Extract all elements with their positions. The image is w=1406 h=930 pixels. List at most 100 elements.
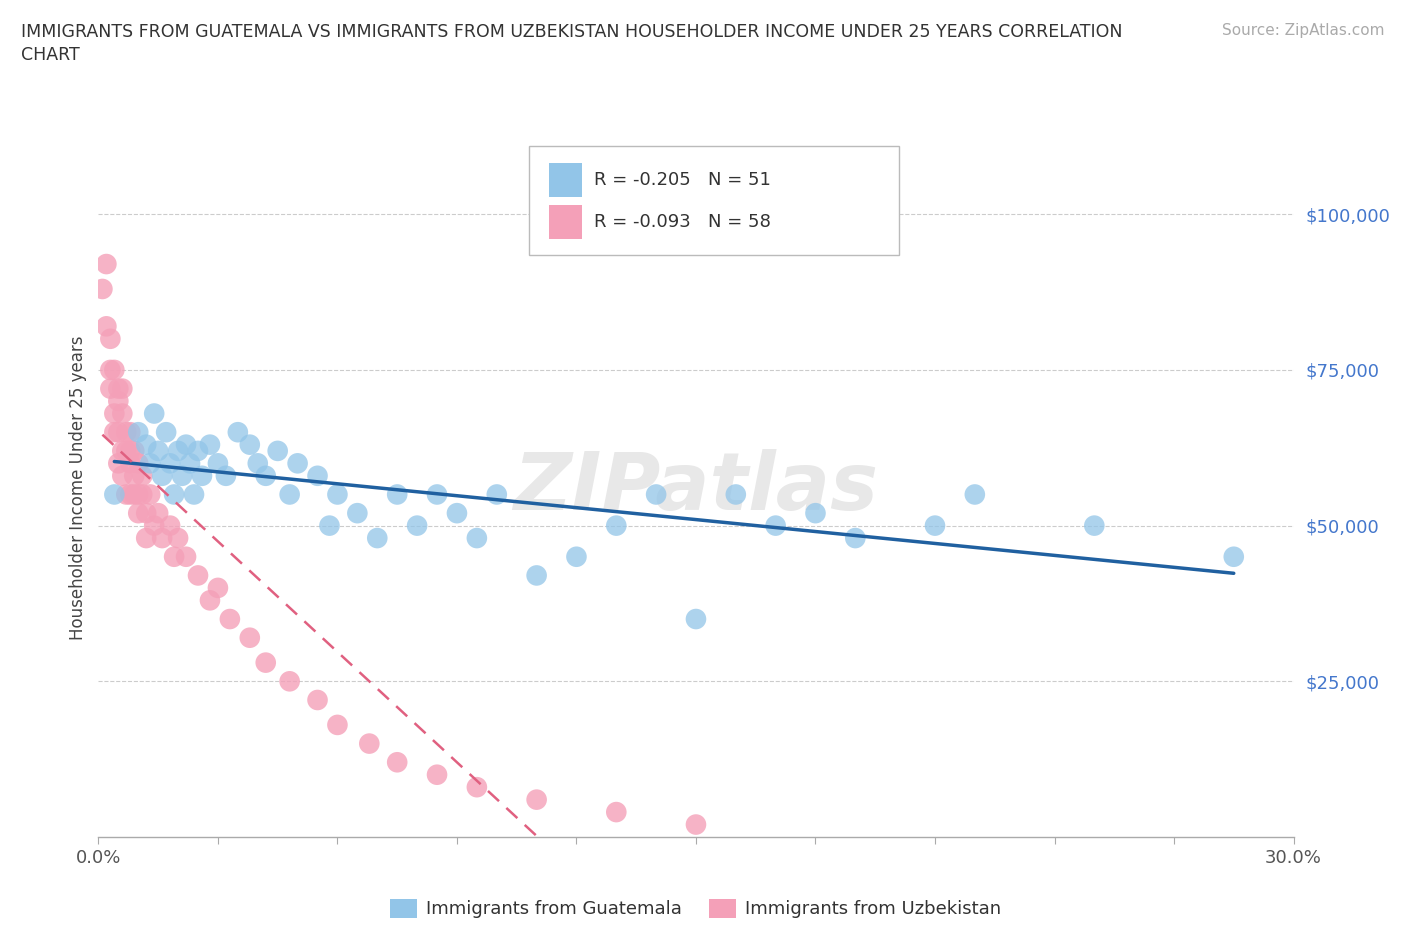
Point bbox=[96, 319, 118, 334]
Point bbox=[526, 568, 548, 583]
Point bbox=[124, 469, 146, 484]
Point bbox=[148, 444, 170, 458]
Point bbox=[120, 444, 142, 458]
Point bbox=[183, 487, 205, 502]
Point bbox=[127, 506, 149, 521]
Point bbox=[267, 444, 290, 458]
FancyBboxPatch shape bbox=[529, 147, 900, 255]
Point bbox=[685, 612, 707, 627]
FancyBboxPatch shape bbox=[548, 164, 582, 197]
Point bbox=[724, 487, 747, 502]
Point bbox=[685, 817, 707, 832]
Point bbox=[115, 487, 138, 502]
Point bbox=[844, 531, 866, 546]
Point bbox=[120, 425, 142, 440]
Point bbox=[98, 363, 122, 378]
Point bbox=[135, 531, 157, 546]
Point bbox=[924, 518, 946, 533]
Point bbox=[287, 456, 309, 471]
Point bbox=[148, 506, 170, 521]
Point bbox=[111, 469, 134, 484]
Point bbox=[167, 531, 190, 546]
Point bbox=[465, 531, 488, 546]
Point bbox=[163, 487, 186, 502]
Point bbox=[124, 444, 146, 458]
Point bbox=[111, 444, 134, 458]
Point bbox=[254, 655, 277, 670]
Point bbox=[1083, 518, 1105, 533]
Point bbox=[645, 487, 668, 502]
Point bbox=[765, 518, 787, 533]
Point bbox=[366, 531, 388, 546]
Point bbox=[239, 437, 262, 452]
Point bbox=[107, 456, 129, 471]
Point bbox=[135, 506, 157, 521]
Point bbox=[326, 487, 349, 502]
Point bbox=[605, 804, 627, 819]
Point bbox=[111, 406, 134, 421]
Point bbox=[246, 456, 269, 471]
Text: IMMIGRANTS FROM GUATEMALA VS IMMIGRANTS FROM UZBEKISTAN HOUSEHOLDER INCOME UNDER: IMMIGRANTS FROM GUATEMALA VS IMMIGRANTS … bbox=[21, 23, 1122, 41]
Point bbox=[120, 487, 142, 502]
Point bbox=[187, 444, 209, 458]
Point bbox=[107, 381, 129, 396]
Point bbox=[465, 779, 488, 794]
Legend: Immigrants from Guatemala, Immigrants from Uzbekistan: Immigrants from Guatemala, Immigrants fr… bbox=[382, 892, 1010, 925]
Point bbox=[111, 381, 134, 396]
Point bbox=[385, 755, 409, 770]
Point bbox=[191, 469, 214, 484]
Point bbox=[103, 363, 125, 378]
Point bbox=[98, 381, 122, 396]
Point bbox=[96, 257, 118, 272]
Point bbox=[318, 518, 340, 533]
Text: R = -0.093   N = 58: R = -0.093 N = 58 bbox=[595, 213, 772, 231]
Point bbox=[150, 469, 173, 484]
Point bbox=[143, 518, 166, 533]
Point bbox=[179, 456, 201, 471]
Point bbox=[155, 425, 177, 440]
Point bbox=[131, 469, 153, 484]
Point bbox=[139, 456, 162, 471]
Point bbox=[804, 506, 827, 521]
Point bbox=[426, 487, 449, 502]
Point bbox=[135, 437, 157, 452]
Point bbox=[120, 456, 142, 471]
Point bbox=[307, 693, 329, 708]
Y-axis label: Householder Income Under 25 years: Householder Income Under 25 years bbox=[69, 336, 87, 641]
Point bbox=[385, 487, 409, 502]
Text: R = -0.205   N = 51: R = -0.205 N = 51 bbox=[595, 171, 772, 189]
Point bbox=[103, 425, 125, 440]
Point bbox=[98, 331, 122, 346]
Point bbox=[565, 550, 588, 565]
Point bbox=[207, 456, 229, 471]
Point bbox=[91, 282, 114, 297]
Point bbox=[139, 487, 162, 502]
Point bbox=[124, 487, 146, 502]
Point bbox=[215, 469, 238, 484]
Point bbox=[127, 425, 149, 440]
Point bbox=[127, 456, 149, 471]
Point bbox=[131, 487, 153, 502]
Point bbox=[346, 506, 368, 521]
Point bbox=[143, 406, 166, 421]
Text: ZIPatlas: ZIPatlas bbox=[513, 449, 879, 527]
Point bbox=[226, 425, 249, 440]
Point bbox=[278, 674, 301, 689]
Point bbox=[107, 393, 129, 408]
Point bbox=[115, 444, 138, 458]
Point bbox=[163, 550, 186, 565]
Point bbox=[172, 469, 194, 484]
Point bbox=[406, 518, 429, 533]
Point bbox=[103, 406, 125, 421]
Point bbox=[446, 506, 468, 521]
Point bbox=[198, 437, 221, 452]
Point bbox=[115, 425, 138, 440]
Point bbox=[254, 469, 277, 484]
Point bbox=[127, 487, 149, 502]
Point bbox=[526, 792, 548, 807]
Point bbox=[107, 425, 129, 440]
Point bbox=[278, 487, 301, 502]
Point bbox=[198, 593, 221, 608]
Point bbox=[426, 767, 449, 782]
Text: CHART: CHART bbox=[21, 46, 80, 64]
